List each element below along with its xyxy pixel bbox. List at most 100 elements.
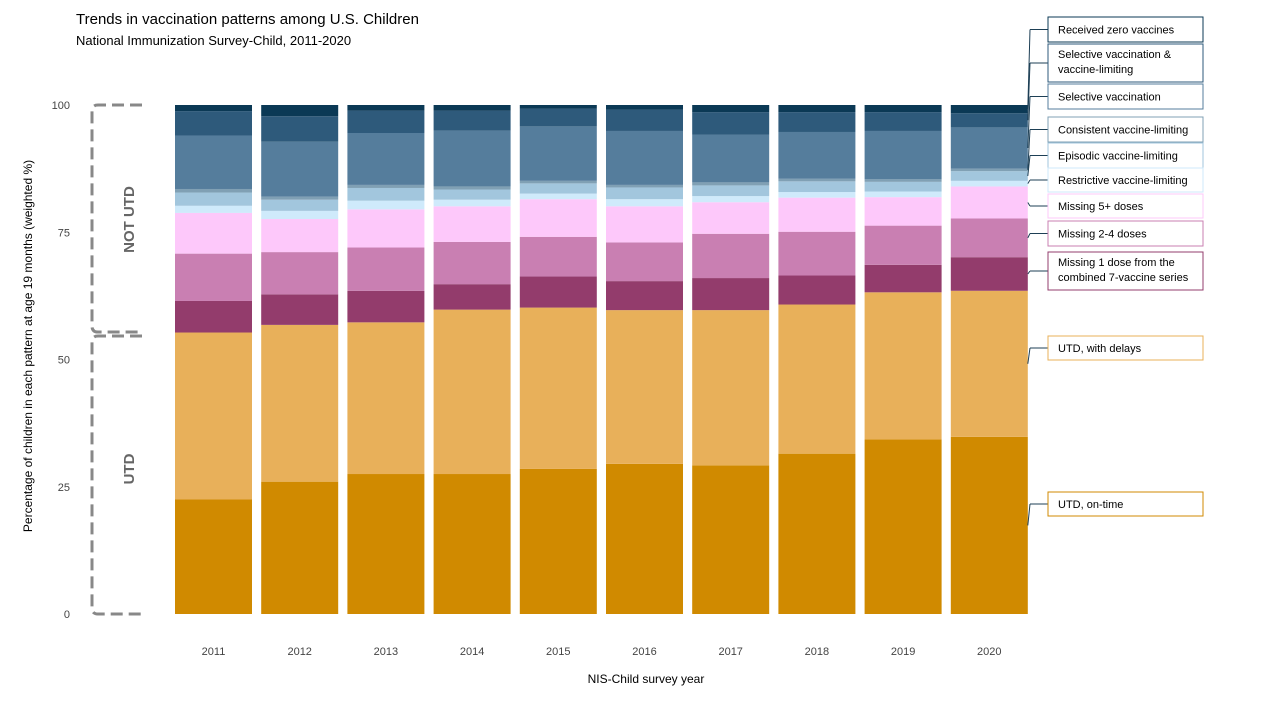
bar-segment-restrictive-vaccine-limiting-2020: [950, 180, 1028, 187]
bar-segment-utd-with-delays-2012: [261, 324, 339, 482]
bar-segment-selective-vaccination-vaccine-limiting-2016: [606, 109, 683, 131]
bar-segment-episodic-vaccine-limiting-2012: [261, 199, 339, 211]
bar-segment-missing-1-dose-from-the-combined-7-vaccine-series-2017: [692, 278, 770, 311]
bar-segment-utd-with-delays-2015: [519, 307, 597, 469]
bar-segment-missing-2-4-doses-2013: [347, 247, 425, 291]
legend-label-missing-5-doses: Missing 5+ doses: [1058, 201, 1144, 213]
bar-segment-episodic-vaccine-limiting-2018: [778, 181, 856, 193]
bar-segment-consistent-vaccine-limiting-2011: [175, 188, 252, 193]
chart-subtitle: National Immunization Survey-Child, 2011…: [76, 33, 352, 48]
legend: Received zero vaccines Selective vaccinat…: [1027, 16, 1204, 526]
bar-segment-restrictive-vaccine-limiting-2012: [261, 210, 339, 220]
bar-segment-selective-vaccination-2013: [347, 132, 425, 185]
bar-segment-selective-vaccination-2011: [175, 135, 252, 189]
legend-label-utd-with-delays: UTD, with delays: [1058, 343, 1142, 355]
bar-segment-selective-vaccination-2017: [692, 134, 770, 183]
bars-group: [175, 105, 1028, 614]
chart-title: Trends in vaccination patterns among U.S…: [76, 11, 419, 28]
x-tick-label-2020: 2020: [977, 646, 1001, 658]
x-tick-label-2011: 2011: [202, 646, 226, 658]
bar-segment-episodic-vaccine-limiting-2015: [519, 183, 597, 194]
y-tick-label-25: 25: [58, 482, 70, 494]
legend-label-missing-1-dose-from-the-combined-7-vaccine-series-line1: Missing 1 dose from the: [1058, 257, 1175, 269]
bar-segment-missing-2-4-doses-2018: [778, 231, 856, 276]
legend-box-missing-2-4-doses: [1047, 220, 1204, 247]
bar-segment-received-zero-vaccines-2014: [433, 105, 511, 111]
bar-segment-consistent-vaccine-limiting-2012: [261, 196, 339, 200]
bar-segment-restrictive-vaccine-limiting-2011: [175, 205, 252, 213]
legend-label-utd-on-time: UTD, on-time: [1058, 499, 1123, 511]
bar-segment-consistent-vaccine-limiting-2019: [864, 179, 942, 182]
bar-segment-selective-vaccination-vaccine-limiting-2013: [347, 110, 425, 133]
legend-connector-missing-5-doses: [1027, 202, 1031, 207]
bar-segment-selective-vaccination-2019: [864, 130, 942, 180]
bar-segment-episodic-vaccine-limiting-2014: [433, 189, 511, 200]
legend-connector-missing-1-dose-from-the-combined-7-vaccine-series: [1027, 270, 1031, 275]
bar-segment-consistent-vaccine-limiting-2018: [778, 178, 856, 182]
bar-segment-selective-vaccination-vaccine-limiting-2012: [261, 116, 339, 142]
bar-segment-selective-vaccination-vaccine-limiting-2011: [175, 111, 252, 136]
bar-segment-episodic-vaccine-limiting-2011: [175, 192, 252, 206]
bar-segment-utd-with-delays-2019: [864, 292, 942, 440]
bar-segment-consistent-vaccine-limiting-2016: [606, 184, 683, 188]
legend-label-selective-vaccination-vaccine-limiting-line1: Selective vaccination &: [1058, 49, 1172, 61]
bar-segment-restrictive-vaccine-limiting-2018: [778, 192, 856, 198]
y-tick-label-75: 75: [58, 227, 70, 239]
legend-connector-missing-2-4-doses: [1027, 233, 1031, 239]
x-tick-label-2015: 2015: [546, 646, 570, 658]
bar-segment-missing-5-doses-2018: [778, 197, 856, 232]
x-tick-label-2018: 2018: [805, 646, 829, 658]
y-tick-label-50: 50: [58, 355, 70, 367]
bar-segment-selective-vaccination-vaccine-limiting-2014: [433, 110, 511, 131]
bar-segment-utd-on-time-2018: [778, 453, 856, 614]
bar-segment-received-zero-vaccines-2017: [692, 105, 770, 113]
bar-segment-consistent-vaccine-limiting-2013: [347, 184, 425, 188]
utd-bracket: [90, 334, 142, 616]
bar-segment-selective-vaccination-2018: [778, 131, 856, 179]
bar-segment-missing-2-4-doses-2012: [261, 252, 339, 295]
bar-segment-missing-5-doses-2012: [261, 219, 339, 253]
bar-segment-missing-1-dose-from-the-combined-7-vaccine-series-2012: [261, 294, 339, 325]
bar-segment-utd-on-time-2017: [692, 465, 770, 614]
utd-brackets: NOT UTD UTD: [90, 103, 142, 616]
bar-segment-missing-2-4-doses-2017: [692, 233, 770, 279]
bar-segment-missing-5-doses-2011: [175, 212, 252, 254]
legend-label-received-zero-vaccines: Received zero vaccines: [1058, 25, 1175, 37]
legend-label-restrictive-vaccine-limiting: Restrictive vaccine-limiting: [1058, 175, 1188, 187]
x-tick-label-2014: 2014: [460, 646, 484, 658]
bar-segment-utd-on-time-2019: [864, 439, 942, 614]
y-axis: 0 25 50 75 100: [52, 100, 70, 621]
bar-segment-selective-vaccination-vaccine-limiting-2015: [519, 108, 597, 127]
bar-segment-utd-on-time-2011: [175, 499, 252, 614]
legend-label-consistent-vaccine-limiting: Consistent vaccine-limiting: [1058, 125, 1188, 137]
bar-segment-restrictive-vaccine-limiting-2013: [347, 200, 425, 210]
bar-segment-utd-on-time-2014: [433, 474, 511, 614]
bar-segment-missing-2-4-doses-2020: [950, 218, 1028, 258]
legend-label-selective-vaccination-vaccine-limiting-line2: vaccine-limiting: [1058, 64, 1133, 76]
bar-segment-consistent-vaccine-limiting-2015: [519, 180, 597, 184]
y-axis-label: Percentage of children in each pattern a…: [21, 160, 35, 532]
bar-segment-received-zero-vaccines-2019: [864, 105, 942, 113]
bar-segment-missing-5-doses-2017: [692, 202, 770, 234]
utd-label: UTD: [121, 453, 138, 484]
bar-segment-missing-5-doses-2015: [519, 199, 597, 237]
bar-segment-utd-on-time-2016: [606, 463, 683, 614]
legend-connector-selective-vaccination-vaccine-limiting: [1027, 62, 1031, 121]
bar-segment-utd-with-delays-2014: [433, 309, 511, 475]
bar-segment-missing-2-4-doses-2011: [175, 253, 252, 301]
x-tick-label-2016: 2016: [632, 646, 656, 658]
not-utd-bracket: [90, 103, 142, 334]
bar-segment-selective-vaccination-vaccine-limiting-2020: [950, 113, 1028, 128]
bar-segment-missing-2-4-doses-2016: [606, 242, 683, 282]
bar-segment-selective-vaccination-vaccine-limiting-2019: [864, 112, 942, 131]
bar-segment-selective-vaccination-2012: [261, 141, 339, 197]
legend-connector-utd-with-delays: [1027, 347, 1031, 364]
bar-segment-received-zero-vaccines-2011: [175, 105, 252, 112]
bar-segment-episodic-vaccine-limiting-2019: [864, 181, 942, 192]
bar-segment-missing-1-dose-from-the-combined-7-vaccine-series-2011: [175, 300, 252, 333]
bar-segment-missing-5-doses-2020: [950, 186, 1028, 219]
x-tick-label-2017: 2017: [718, 646, 742, 658]
bar-segment-missing-2-4-doses-2015: [519, 236, 597, 277]
bar-segment-received-zero-vaccines-2020: [950, 105, 1028, 114]
